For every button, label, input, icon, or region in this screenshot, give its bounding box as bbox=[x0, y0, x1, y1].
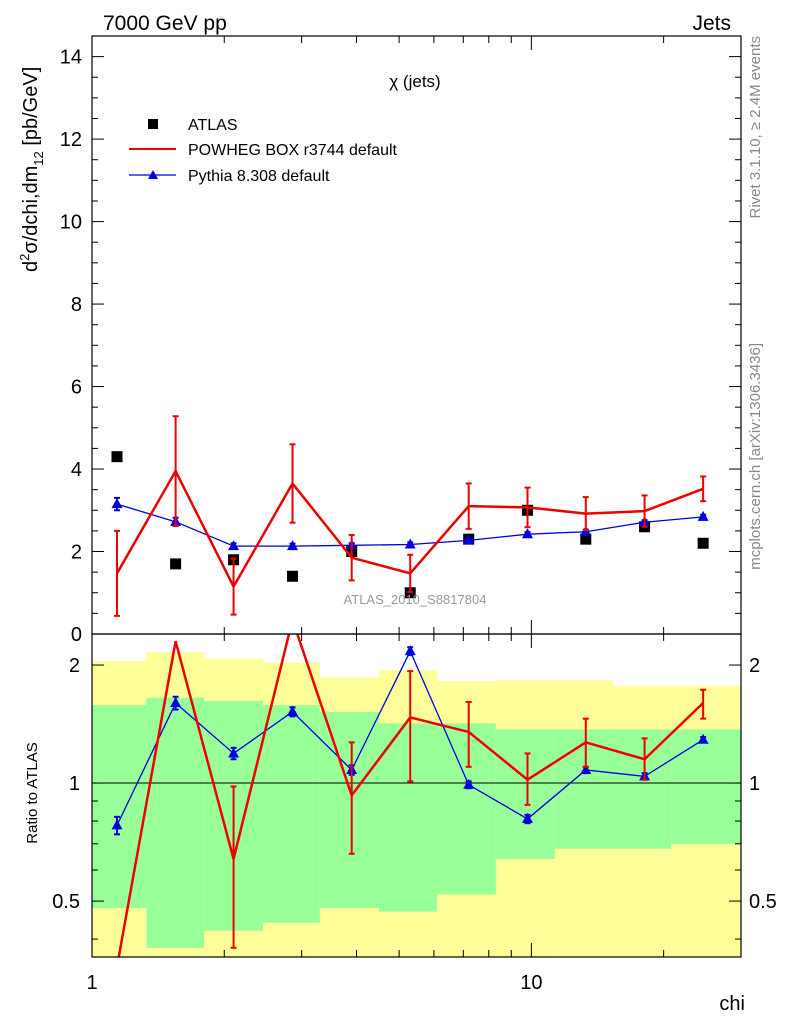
x-tick-label: 1 bbox=[86, 972, 97, 994]
watermark: ATLAS_2010_S8817804 bbox=[344, 592, 487, 607]
ratio-point-pythia bbox=[522, 812, 534, 823]
ratio-point-pythia bbox=[697, 733, 709, 744]
main-point-pythia bbox=[463, 534, 475, 545]
ratio-point-pythia bbox=[111, 819, 123, 830]
main-point-pythia bbox=[404, 538, 416, 549]
green-band-bin bbox=[262, 705, 320, 923]
main-point-atlas bbox=[580, 533, 592, 545]
legend: ATLAS POWHEG BOX r3744 default Pythia 8.… bbox=[129, 117, 398, 185]
main-point-atlas bbox=[287, 570, 299, 582]
green-band-bin bbox=[319, 711, 380, 909]
header-right: Jets bbox=[692, 12, 731, 35]
header-left: 7000 GeV pp bbox=[103, 12, 227, 35]
green-band-bin bbox=[379, 723, 438, 912]
ratio-point-pythia bbox=[404, 645, 416, 656]
green-band-bin bbox=[671, 729, 741, 844]
legend-label-pythia: Pythia 8.308 default bbox=[188, 168, 330, 185]
main-y-tick-label: 2 bbox=[71, 542, 82, 564]
ratio-panel-data bbox=[111, 634, 709, 957]
main-point-atlas bbox=[697, 537, 709, 549]
main-y-tick-label: 10 bbox=[60, 212, 82, 234]
ratio-bands bbox=[92, 651, 741, 957]
ratio-panel-frame bbox=[91, 633, 742, 958]
main-point-atlas bbox=[170, 558, 182, 570]
ratio-y-tick-label-right: 0.5 bbox=[749, 891, 777, 913]
green-band-bin bbox=[437, 723, 496, 895]
green-band-bin bbox=[612, 729, 672, 849]
ratio-point-pythia bbox=[580, 763, 592, 774]
data-layer bbox=[111, 415, 709, 957]
main-y-tick-label: 0 bbox=[71, 624, 82, 646]
main-y-tick-label: 6 bbox=[71, 377, 82, 399]
main-y-tick-label: 12 bbox=[60, 129, 82, 151]
green-band-bin bbox=[554, 729, 613, 849]
ratio-point-pythia bbox=[170, 697, 182, 708]
ratio-y-tick-label-right: 1 bbox=[749, 773, 760, 795]
main-point-pythia bbox=[522, 528, 534, 539]
main-point-pythia bbox=[287, 540, 299, 551]
ratio-y-axis-label: Ratio to ATLAS bbox=[24, 742, 41, 843]
green-band-bin bbox=[146, 697, 205, 948]
green-band-bin bbox=[495, 729, 555, 860]
main-y-tick-label: 8 bbox=[71, 294, 82, 316]
main-point-pythia bbox=[228, 540, 240, 551]
x-tick-label: 10 bbox=[520, 972, 542, 994]
ratio-point-pythia bbox=[228, 747, 240, 758]
ratio-y-tick-label: 0.5 bbox=[52, 891, 80, 913]
ratio-point-pythia bbox=[287, 705, 299, 716]
main-point-pythia bbox=[697, 510, 709, 521]
rivet-label: Rivet 3.1.10, ≥ 2.4M events bbox=[747, 36, 764, 219]
main-point-pythia bbox=[111, 498, 123, 509]
main-panel-data bbox=[111, 415, 709, 617]
legend-label-atlas: ATLAS bbox=[188, 117, 238, 134]
main-point-atlas bbox=[111, 451, 123, 463]
main-y-tick-label: 14 bbox=[60, 47, 82, 69]
legend-label-powheg: POWHEG BOX r3744 default bbox=[188, 142, 398, 159]
main-y-axis-label: d2σ/dchi,dm12 [pb/GeV] bbox=[17, 67, 46, 272]
main-y-tick-label: 4 bbox=[71, 459, 82, 481]
legend-marker-pythia bbox=[148, 170, 158, 179]
legend-marker-atlas bbox=[148, 119, 158, 129]
ratio-y-tick-label-right: 2 bbox=[749, 655, 760, 677]
ratio-y-tick-label: 1 bbox=[69, 773, 80, 795]
main-plot-title: χ (jets) bbox=[389, 72, 440, 91]
x-axis-label: chi bbox=[719, 993, 745, 1015]
mcplots-label: mcplots.cern.ch [arXiv:1306.3436] bbox=[747, 343, 764, 570]
ratio-y-tick-label: 2 bbox=[69, 655, 80, 677]
ratio-point-pythia bbox=[463, 778, 475, 789]
green-band-bin bbox=[92, 705, 147, 909]
